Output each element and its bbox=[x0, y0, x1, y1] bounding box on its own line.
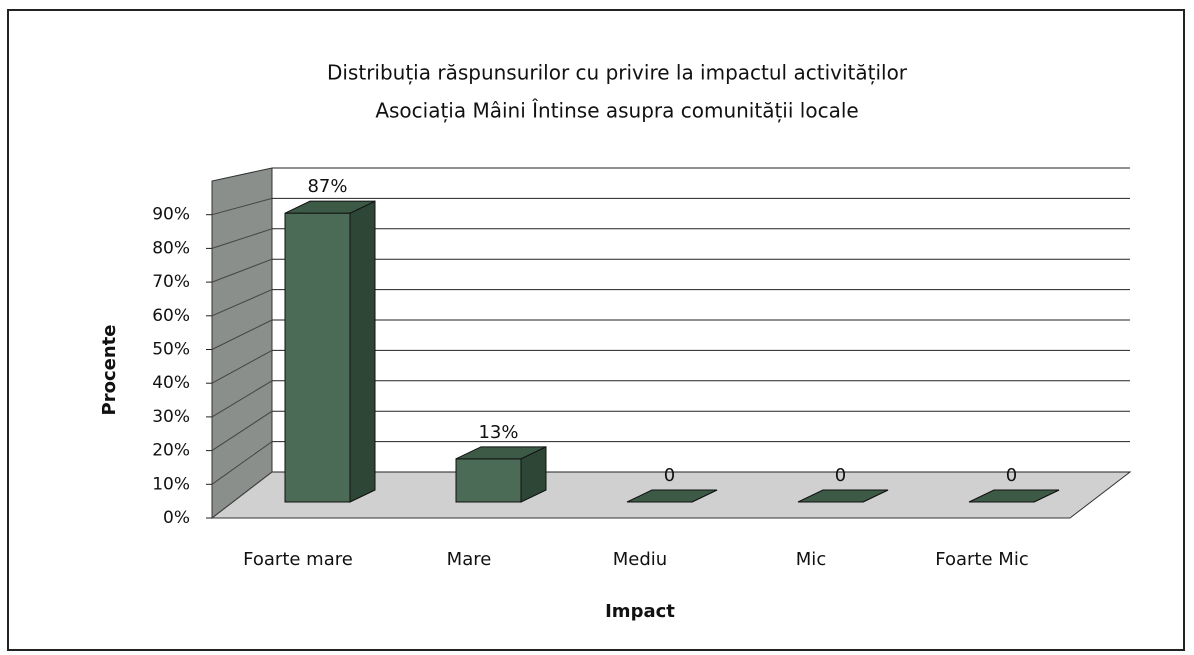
grid-line bbox=[211, 228, 273, 249]
y-tick-label: 50% bbox=[152, 340, 190, 360]
bar-top bbox=[797, 489, 889, 503]
x-tick-label: Mare bbox=[447, 549, 492, 570]
grid-line bbox=[211, 349, 273, 384]
y-tick-label: 80% bbox=[152, 238, 190, 258]
data-label: 0 bbox=[835, 465, 846, 486]
x-tick-label: Foarte Mic bbox=[935, 549, 1028, 570]
y-axis-title: Procente bbox=[99, 325, 120, 416]
y-tick-label: 40% bbox=[152, 373, 190, 393]
bar-top bbox=[455, 446, 547, 460]
grid-line bbox=[211, 258, 273, 283]
grid-line bbox=[211, 410, 273, 452]
y-tick-label: 20% bbox=[152, 441, 190, 461]
bar-side bbox=[349, 200, 376, 503]
left-wall bbox=[211, 167, 273, 520]
bar bbox=[284, 200, 376, 503]
y-tick-label: 10% bbox=[152, 474, 190, 494]
bar bbox=[455, 446, 547, 503]
bar-front bbox=[284, 212, 351, 503]
x-tick-label: Mic bbox=[796, 549, 826, 570]
grid-line bbox=[211, 197, 273, 216]
frame bbox=[7, 9, 1185, 651]
bar-top bbox=[284, 200, 376, 214]
y-tick-label: 0% bbox=[163, 508, 190, 528]
bar-front bbox=[455, 458, 522, 503]
chart-title: Asociația Mâini Întinse asupra comunităț… bbox=[375, 99, 858, 123]
x-tick-label: Foarte mare bbox=[243, 549, 353, 570]
y-tick-label: 70% bbox=[152, 272, 190, 292]
grid-line bbox=[211, 471, 273, 519]
data-label: 13% bbox=[478, 422, 518, 443]
bar-top bbox=[626, 489, 718, 503]
y-tick-label: 30% bbox=[152, 407, 190, 427]
bar bbox=[626, 489, 718, 503]
grid-line bbox=[211, 441, 273, 485]
grid-line bbox=[211, 319, 273, 350]
bar bbox=[968, 489, 1060, 503]
data-label: 87% bbox=[307, 176, 347, 197]
grid-line bbox=[211, 289, 273, 317]
y-tick-label: 90% bbox=[152, 205, 190, 225]
chart-title: Distribuția răspunsurilor cu privire la … bbox=[327, 61, 908, 85]
x-axis-title: Impact bbox=[605, 601, 675, 622]
bar bbox=[797, 489, 889, 503]
x-tick-label: Mediu bbox=[613, 549, 667, 570]
y-tick-label: 60% bbox=[152, 306, 190, 326]
data-label: 0 bbox=[1006, 465, 1017, 486]
bar-top bbox=[968, 489, 1060, 503]
data-label: 0 bbox=[664, 465, 675, 486]
grid-line bbox=[211, 380, 273, 418]
